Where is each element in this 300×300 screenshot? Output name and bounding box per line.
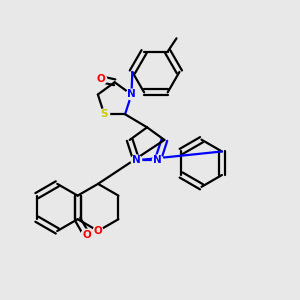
Circle shape [126, 89, 137, 100]
Text: S: S [100, 109, 108, 119]
Circle shape [81, 229, 92, 240]
Circle shape [96, 74, 107, 85]
Circle shape [152, 155, 163, 166]
Text: O: O [96, 74, 105, 84]
Text: N: N [153, 155, 162, 165]
Text: N: N [127, 89, 136, 100]
Circle shape [131, 155, 142, 166]
Circle shape [93, 226, 103, 236]
Text: O: O [94, 226, 102, 236]
Text: N: N [132, 155, 141, 165]
Circle shape [99, 109, 110, 119]
Text: O: O [82, 230, 91, 240]
